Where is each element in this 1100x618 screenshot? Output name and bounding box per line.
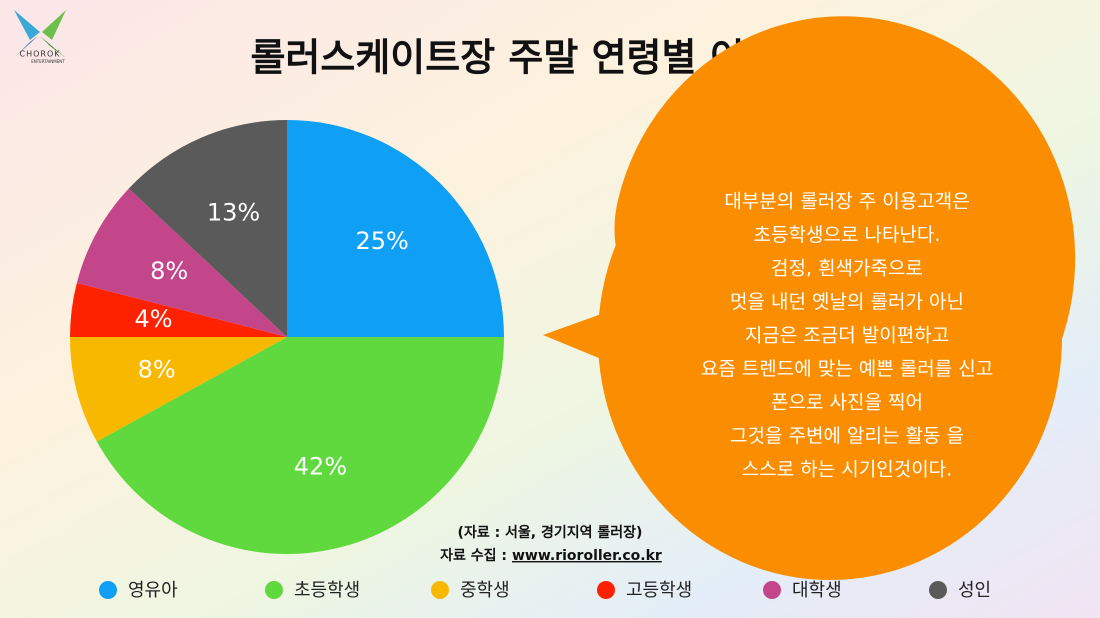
- source: (자료 : 서울, 경기지역 롤러장): [458, 524, 643, 541]
- annotation-line: 요즘 트렌드에 맞는 예쁜 롤러를 신고: [701, 358, 993, 380]
- logo-shape: [42, 10, 66, 40]
- pie-slice: [70, 283, 287, 337]
- legend-label: 성인: [958, 580, 991, 601]
- pie-slice: [287, 120, 504, 337]
- annotation-line: 그것을 주변에 알리는 활동 을: [730, 425, 964, 447]
- annotation-line: 멋을 내던 옛날의 롤러가 아닌: [730, 291, 964, 313]
- pie-slice: [70, 337, 287, 442]
- legend-swatch: [763, 581, 781, 599]
- legend-label: 대학생: [792, 580, 842, 601]
- annotation-line: 초등학생으로 나타난다.: [754, 224, 941, 246]
- logo-shape: [14, 10, 40, 40]
- annotation-line: 대부분의 롤러장 주 이용고객은: [724, 191, 969, 213]
- annotation-line: 스스로 하는 시기인것이다.: [742, 459, 952, 481]
- legend-swatch: [597, 581, 615, 599]
- pie-slice: [128, 120, 287, 337]
- legend-swatch: [99, 581, 117, 599]
- legend-swatch: [265, 581, 283, 599]
- slice-label: 8%: [150, 257, 188, 285]
- slice-label: 4%: [134, 305, 172, 333]
- source-label: 자료 수집 :: [440, 547, 507, 564]
- legend-swatch: [431, 581, 449, 599]
- slice-label: 13%: [207, 199, 260, 227]
- legend-label: 초등학생: [294, 580, 360, 601]
- speech-bubble: [598, 96, 1062, 580]
- annotation-line: 지금은 조금더 발이편하고: [745, 325, 949, 347]
- slice-label: 25%: [355, 227, 408, 255]
- logo-shape: [16, 36, 38, 56]
- legend-label: 영유아: [128, 580, 178, 601]
- legend-label: 고등학생: [626, 580, 692, 601]
- source-url[interactable]: www.rioroller.co.kr: [512, 548, 662, 564]
- annotation-line: 폰으로 사진을 찍어: [771, 392, 923, 414]
- legend: 영유아 초등학생 중학생 고등학생 대학생 성인: [99, 580, 991, 601]
- logo: CHOROK ENTERTAINMENT: [14, 10, 66, 64]
- pie-slice: [96, 337, 504, 554]
- pie-slice: [76, 188, 288, 337]
- legend-swatch: [929, 581, 947, 599]
- logo-sub: ENTERTAINMENT: [31, 59, 65, 64]
- annotation-line: 검정, 흰색가죽으로: [771, 258, 923, 280]
- logo-shape: [40, 36, 66, 58]
- logo-name: CHOROK: [20, 50, 61, 59]
- legend-label: 중학생: [460, 580, 510, 601]
- slice-label: 42%: [294, 452, 347, 480]
- slice-label: 8%: [138, 355, 176, 383]
- pie: 25% 42% 8% 4% 8% 13%: [70, 120, 504, 554]
